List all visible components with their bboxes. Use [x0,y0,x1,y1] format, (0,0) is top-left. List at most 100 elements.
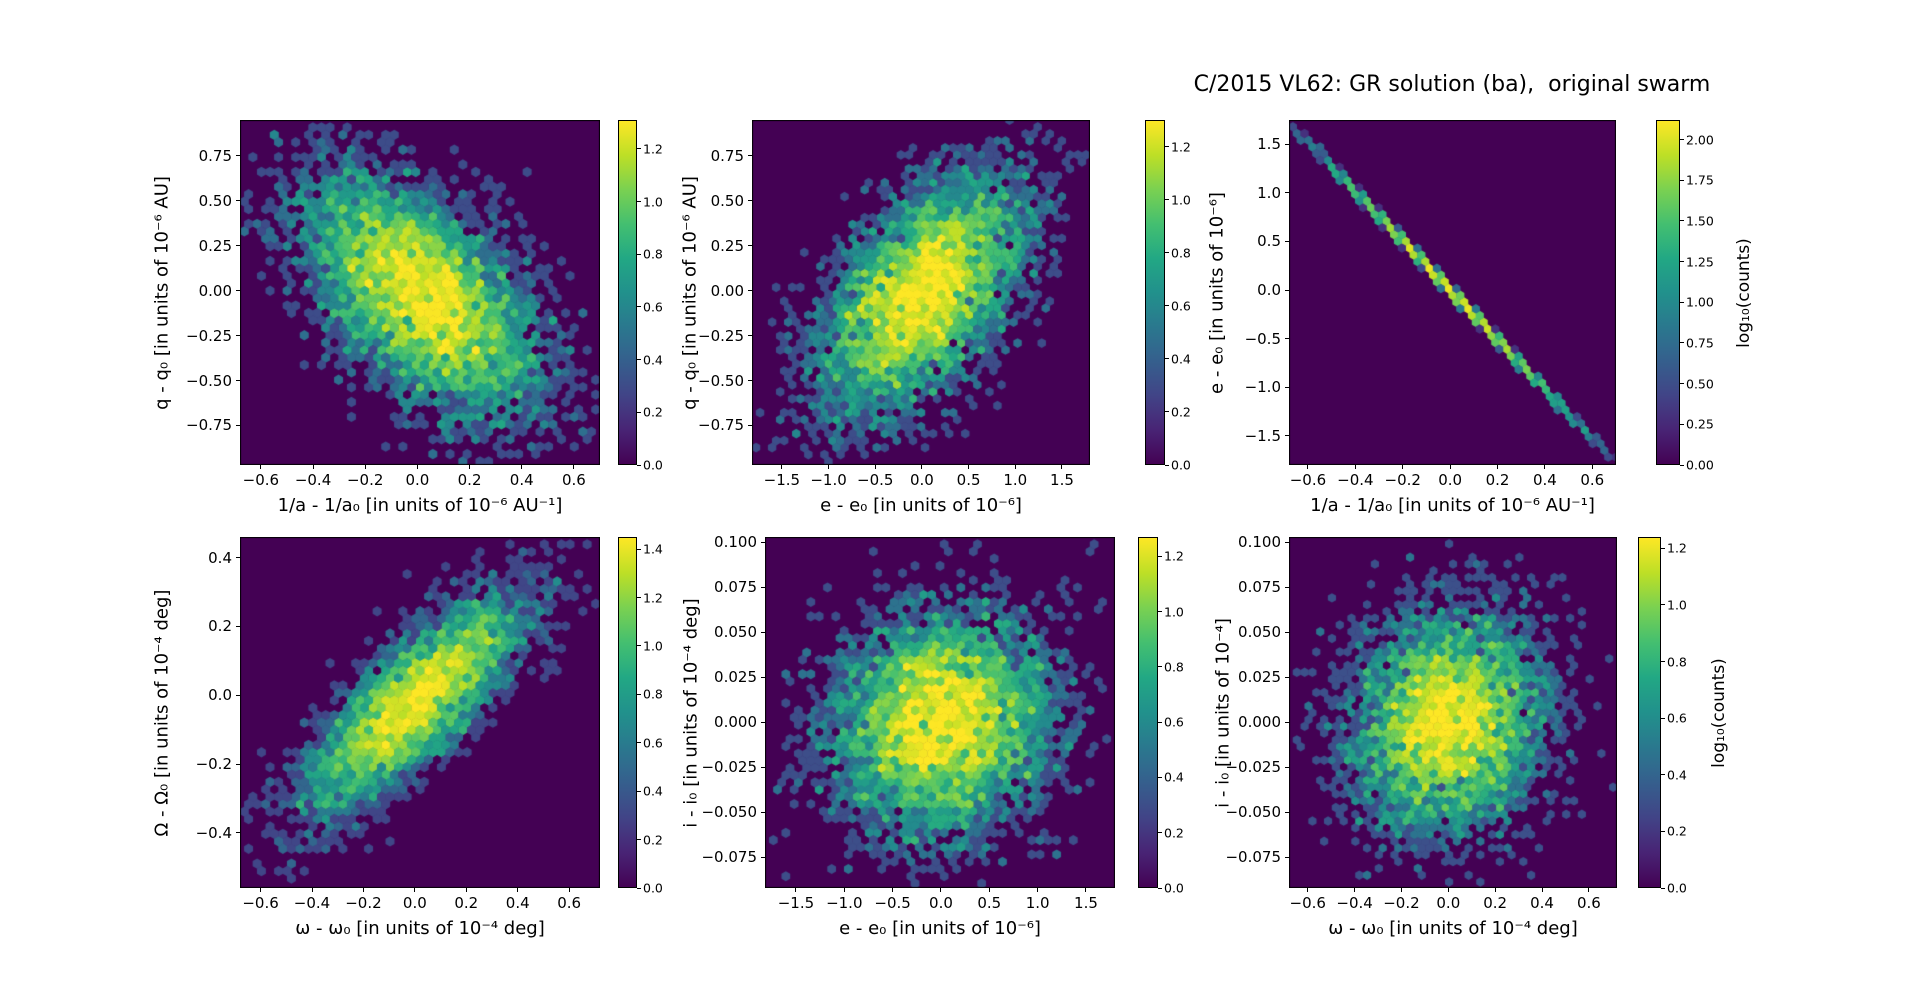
hexbin-plot-q-vs-e [752,120,1090,465]
colorbar-tick-label: 0.2 [1164,825,1184,841]
x-tick-label: 0.0 [402,894,427,912]
colorbar-tick-label: 0.00 [1686,457,1714,473]
x-tick-label: 0.6 [561,471,586,489]
y-tick-mark [761,631,765,633]
x-tick-mark [1085,888,1087,892]
colorbar-tick-label: 1.0 [643,194,663,210]
y-axis-label: e - e₀ [in units of 10⁻⁶] [1206,191,1228,394]
x-tick-mark [1402,465,1404,469]
y-tick-label: −0.50 [698,371,744,390]
y-tick-mark [236,335,240,337]
colorbar-tick-label: 0.2 [1667,823,1687,839]
colorbar-label: log₁₀(counts) [1709,657,1729,768]
colorbar-tick-label: 1.50 [1686,213,1714,229]
y-axis-label: q - q₀ [in units of 10⁻⁶ AU] [151,175,173,410]
y-tick-label: −0.050 [1225,803,1281,822]
y-tick-mark [748,245,752,247]
colorbar-tick-mark [1165,146,1169,148]
x-tick-mark [1541,888,1543,892]
y-axis-label: i - i₀ [in units of 10⁻⁴] [1212,617,1234,808]
y-tick-mark [761,766,765,768]
y-tick-mark [1285,631,1289,633]
y-tick-label: −0.50 [186,371,232,390]
y-tick-label: −0.75 [698,416,744,435]
y-tick-mark [761,676,765,678]
colorbar-tick-mark [637,253,641,255]
colorbar-tick-mark [1165,305,1169,307]
colorbar-tick-mark [637,201,641,203]
x-tick-mark [843,888,845,892]
colorbar-tick-label: 0.6 [1171,298,1191,314]
colorbar-tick-mark [1165,252,1169,254]
y-tick-mark [236,380,240,382]
y-tick-mark [1285,856,1289,858]
colorbar-tick-mark [1158,887,1162,889]
x-tick-label: 0.0 [909,471,934,489]
x-tick-label: −1.0 [826,894,863,912]
y-tick-label: −0.75 [186,416,232,435]
y-tick-mark [236,557,240,559]
colorbar-label: log₁₀(counts) [1734,237,1754,348]
colorbar-tick-label: 0.75 [1686,335,1714,351]
y-tick-label: 0.050 [1238,623,1281,642]
x-tick-label: 1.5 [1074,894,1098,912]
y-tick-mark [1285,192,1289,194]
x-tick-mark [921,465,923,469]
x-tick-label: −1.5 [777,894,815,912]
colorbar-tick-label: 0.0 [1171,457,1191,473]
x-tick-mark [1354,465,1356,469]
colorbar-tick-label: 1.4 [643,541,663,557]
colorbar-tick-mark [637,597,641,599]
colorbar-tick-mark [1680,220,1684,222]
colorbar-tick-mark [1165,464,1169,466]
x-tick-label: 0.6 [557,894,582,912]
x-tick-label: 0.0 [1436,894,1461,912]
x-tick-label: −0.5 [874,894,911,912]
colorbar-tick-mark [1661,661,1665,663]
x-tick-label: 0.2 [457,471,482,489]
y-tick-label: 0.075 [1238,578,1281,597]
x-tick-label: −0.5 [857,471,894,489]
y-tick-mark [1285,766,1289,768]
colorbar-tick-label: 0.6 [643,299,663,315]
y-tick-mark [761,721,765,723]
y-tick-label: 0.050 [714,623,757,642]
y-tick-mark [748,335,752,337]
colorbar-tick-mark [1680,342,1684,344]
x-tick-mark [1591,465,1593,469]
y-tick-label: 0.5 [1257,232,1281,251]
x-tick-mark [465,888,467,892]
colorbar-tick-mark [637,887,641,889]
colorbar-q-vs-e [1145,120,1165,465]
colorbar-tick-label: 1.2 [1171,139,1191,155]
y-axis-label: i - i₀ [in units of 10⁻⁴ deg] [680,597,702,828]
y-tick-label: −0.025 [701,758,757,777]
x-tick-mark [1449,465,1451,469]
x-tick-label: 0.4 [1530,894,1554,912]
colorbar-tick-mark [637,359,641,361]
y-axis-label: Ω - Ω₀ [in units of 10⁻⁴ deg] [151,589,173,836]
x-tick-mark [469,465,471,469]
colorbar-tick-label: 0.50 [1686,376,1714,392]
colorbar-tick-mark [1680,179,1684,181]
colorbar-tick-label: 1.2 [643,141,663,157]
x-tick-mark [521,465,523,469]
y-tick-mark [1285,586,1289,588]
x-tick-mark [260,888,262,892]
y-tick-label: 0.00 [710,281,744,300]
y-tick-mark [748,200,752,202]
x-tick-mark [1307,888,1309,892]
colorbar-tick-label: 0.8 [1171,245,1191,261]
colorbar-tick-label: 0.6 [1667,710,1687,726]
colorbar-tick-label: 0.0 [1667,880,1687,896]
x-tick-mark [311,888,313,892]
colorbar-tick-label: 1.0 [1667,597,1687,613]
figure-title: C/2015 VL62: GR solution (ba), original … [1193,72,1711,97]
colorbar-tick-mark [637,411,641,413]
y-tick-mark [748,290,752,292]
y-tick-label: 0.025 [714,668,757,687]
y-tick-mark [236,424,240,426]
x-tick-mark [362,888,364,892]
y-tick-label: 0.75 [710,146,744,165]
colorbar-tick-mark [1661,774,1665,776]
